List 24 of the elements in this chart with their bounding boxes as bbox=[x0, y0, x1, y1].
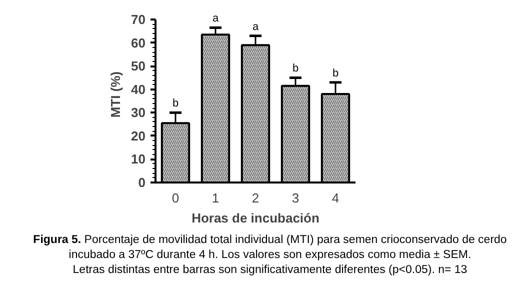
y-tick-label: 20 bbox=[131, 128, 146, 144]
x-tick-label: 2 bbox=[252, 190, 260, 206]
y-axis-title: MTI (%) bbox=[108, 71, 124, 118]
text: incubado a 37ºC durante 4 h. Los valores son expresados como media ± SEM. bbox=[68, 248, 472, 261]
x-tick-label: 0 bbox=[172, 190, 180, 206]
text: Porcentaje de movilidad total individual (MTI) para semen crioconservado de cerdo bbox=[84, 234, 507, 246]
annotation: a bbox=[252, 20, 260, 33]
y-tick-label: 40 bbox=[131, 82, 146, 97]
y-tick-label: 30 bbox=[131, 105, 146, 120]
x-tick-label: 1 bbox=[212, 190, 220, 206]
annotation: b bbox=[332, 67, 339, 80]
y-tick-label: 70 bbox=[131, 12, 146, 28]
text: Letras distintas entre barras son significativamente diferentes (p<0.05). n= 13 bbox=[72, 264, 468, 276]
y-tick-label: 0 bbox=[138, 175, 146, 190]
annotation: b bbox=[292, 62, 299, 75]
text: Figura 5. bbox=[33, 234, 82, 246]
x-tick-label: 4 bbox=[332, 190, 340, 206]
y-tick-label: 60 bbox=[131, 35, 146, 50]
y-tick-label: 50 bbox=[131, 58, 146, 74]
x-tick-label: 3 bbox=[292, 190, 300, 206]
annotation: b bbox=[172, 98, 179, 110]
annotation: a bbox=[212, 12, 220, 25]
x-axis-title: Horas de incubación bbox=[192, 210, 320, 226]
y-tick-label: 10 bbox=[131, 152, 146, 167]
